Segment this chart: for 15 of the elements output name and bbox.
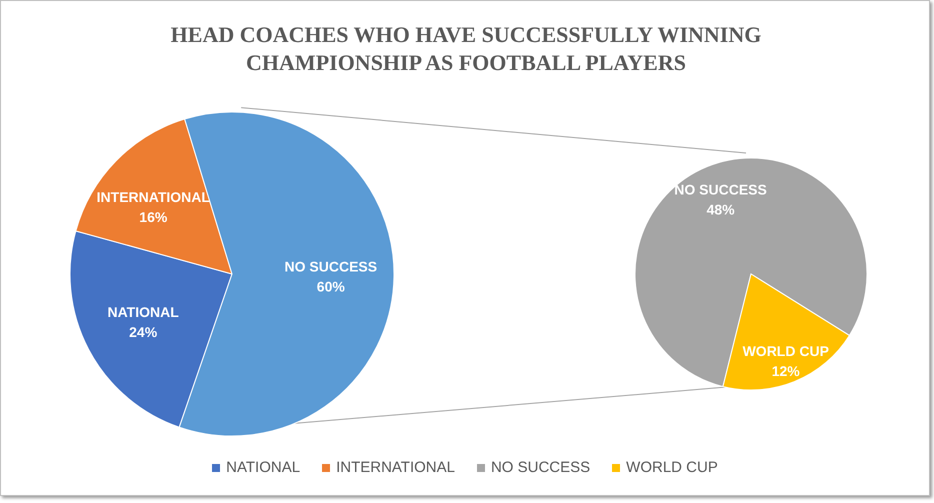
legend-label: NATIONAL (226, 459, 300, 476)
slice-label: NATIONAL (108, 304, 180, 320)
data-label: 12% (772, 363, 800, 380)
legend-label: WORLD CUP (626, 459, 718, 476)
legend-label: NO SUCCESS (490, 459, 590, 476)
slice-label: NO SUCCESS (284, 258, 378, 275)
chart-title: HEAD COACHES WHO HAVE SUCCESSFULLY WINNING CHAMPIONSHIP AS FOOTBALL PLAYERS (170, 21, 762, 77)
data-label: 24% (129, 324, 158, 340)
slice-label: WORLD CUP (742, 343, 829, 360)
slice-label: NO SUCCESS (674, 182, 767, 198)
pie-slice (634, 158, 868, 388)
data-label: 60% (316, 278, 346, 295)
data-label: 48% (706, 202, 736, 218)
data-label: 16% (139, 209, 168, 226)
legend-label: INTERNATIONAL (336, 459, 455, 476)
